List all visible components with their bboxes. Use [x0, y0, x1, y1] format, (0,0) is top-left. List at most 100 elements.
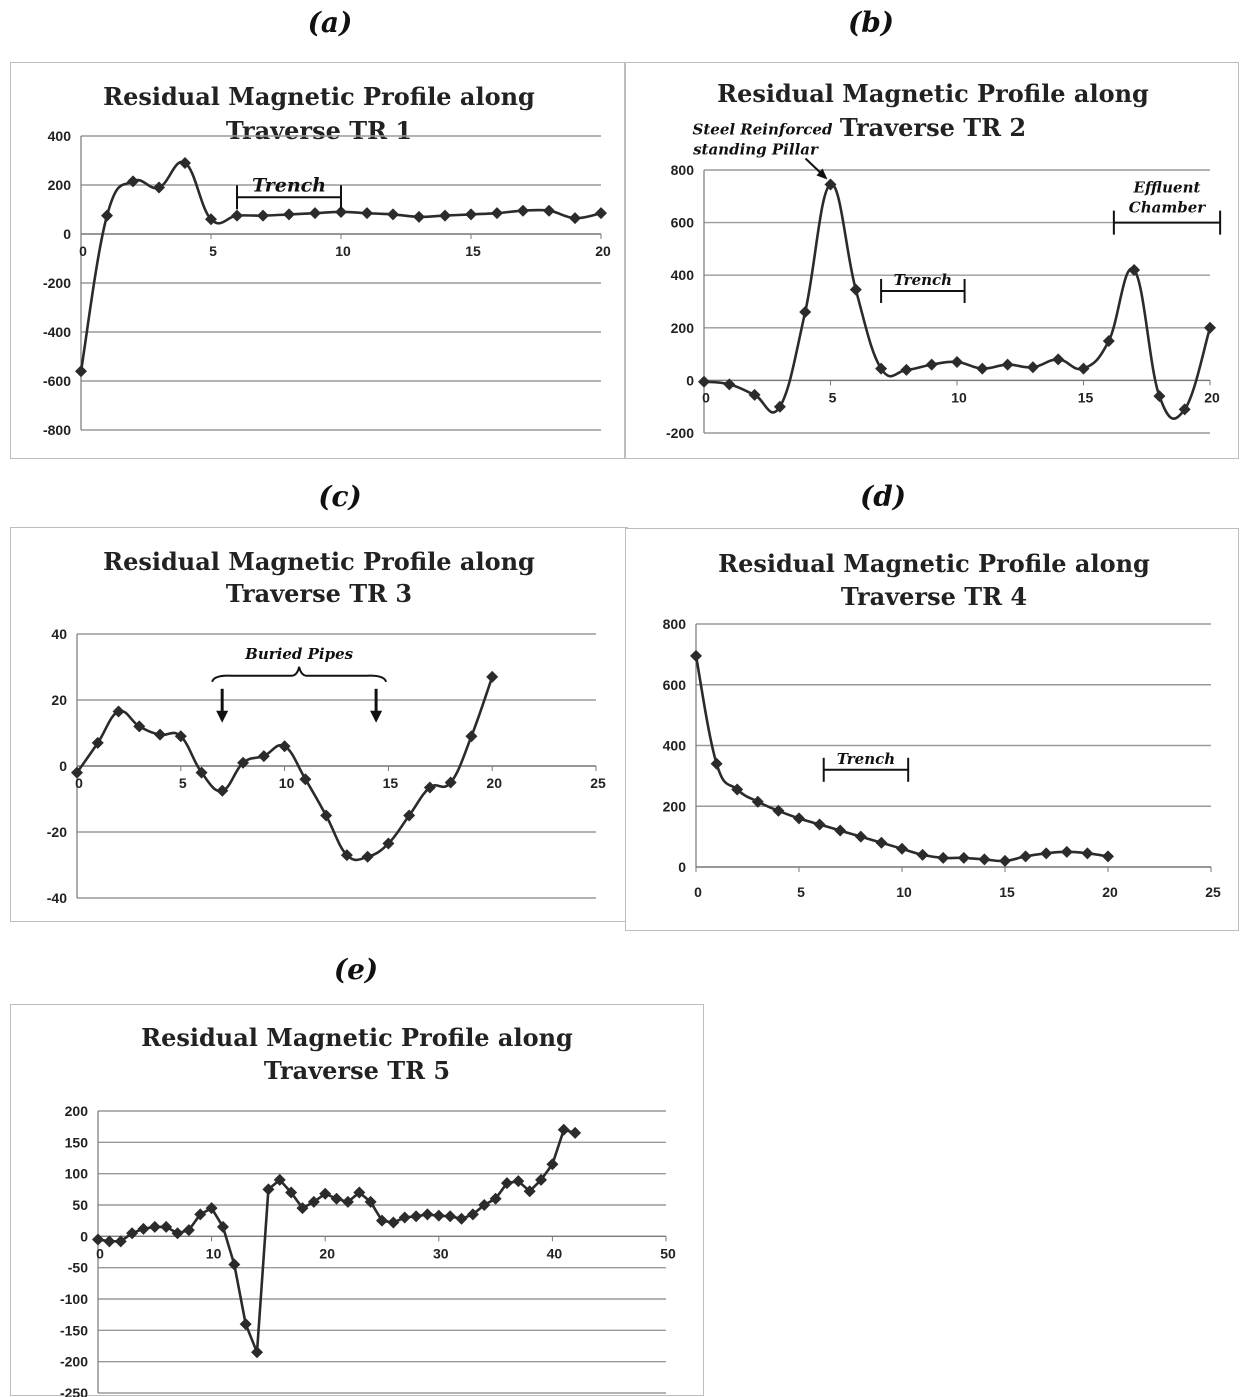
chart-title-line: Traverse TR 1: [226, 116, 412, 145]
y-tick-label: -40: [47, 890, 67, 906]
data-point-marker: [1040, 847, 1053, 860]
data-point-marker: [92, 1233, 104, 1246]
x-tick-label: 50: [660, 1245, 676, 1261]
y-tick-label: 0: [686, 372, 694, 388]
data-point-marker: [299, 773, 312, 786]
data-point-marker: [925, 358, 938, 371]
data-point-marker: [319, 1187, 332, 1200]
x-tick-label: 0: [79, 243, 87, 259]
data-point-marker: [361, 850, 374, 863]
data-point-marker: [439, 209, 451, 222]
data-point-marker: [834, 824, 847, 837]
data-point-marker: [1026, 361, 1039, 374]
data-point-marker: [595, 207, 607, 220]
panel-label-c: (c): [318, 480, 362, 513]
data-point-marker: [773, 400, 786, 413]
data-point-marker: [751, 795, 764, 808]
y-tick-label: -250: [60, 1385, 88, 1397]
chart-svg-tr5: Residual Magnetic Profile along Traverse …: [60, 1023, 676, 1397]
data-point-marker: [916, 848, 929, 861]
data-point-marker: [179, 156, 191, 169]
data-point-marker: [273, 1173, 286, 1186]
chart-panel-tr4: Residual Magnetic Profile along Traverse …: [625, 528, 1239, 931]
data-point-marker: [330, 1192, 343, 1205]
data-point-marker: [148, 1220, 161, 1233]
data-point-marker: [976, 362, 989, 375]
data-point-marker: [772, 804, 785, 817]
data-point-marker: [216, 784, 229, 797]
data-point-marker: [195, 766, 208, 779]
y-tick-label: -600: [43, 373, 71, 389]
x-tick-label: 15: [999, 884, 1015, 900]
data-point-marker: [748, 388, 761, 401]
chart-panel-tr1: Residual Magnetic Profile along Traverse …: [10, 62, 625, 459]
data-point-marker: [353, 1186, 366, 1199]
data-point-marker: [307, 1195, 320, 1208]
data-point-marker: [285, 1186, 298, 1199]
y-tick-label: 400: [663, 738, 687, 754]
chart-title-line: Residual Magnetic Profile along: [103, 547, 535, 576]
data-point-marker: [112, 705, 125, 718]
y-tick-label: 150: [65, 1134, 89, 1150]
x-tick-label: 0: [694, 884, 702, 900]
data-point-marker: [478, 1199, 491, 1211]
data-point-marker: [491, 207, 503, 220]
data-point-marker: [432, 1209, 445, 1222]
y-tick-label: 0: [63, 226, 71, 242]
y-tick-label: 100: [65, 1166, 89, 1182]
x-tick-label: 20: [319, 1245, 335, 1261]
data-point-marker: [257, 209, 269, 222]
data-point-marker: [239, 1318, 252, 1331]
data-point-marker: [444, 1210, 457, 1223]
x-tick-label: 20: [486, 775, 502, 791]
data-point-marker: [160, 1220, 173, 1233]
data-point-marker: [126, 1227, 139, 1240]
y-tick-label: -100: [60, 1291, 88, 1307]
data-point-marker: [205, 213, 217, 226]
data-point-marker: [114, 1235, 127, 1248]
x-tick-label: 0: [702, 389, 710, 405]
annotation-label: Buried Pipes: [244, 645, 353, 663]
data-point-marker: [1060, 845, 1073, 858]
x-tick-label: 25: [1205, 884, 1221, 900]
data-point-marker: [387, 1216, 400, 1229]
data-point-marker: [91, 736, 104, 749]
data-point-marker: [320, 809, 333, 822]
data-point-marker: [174, 730, 187, 743]
data-point-marker: [182, 1224, 195, 1237]
x-tick-label: 40: [547, 1245, 563, 1261]
data-point-marker: [194, 1208, 207, 1221]
x-tick-label: 15: [1078, 389, 1094, 405]
data-point-marker: [154, 728, 167, 741]
data-point-marker: [382, 837, 395, 850]
data-point-marker: [546, 1158, 559, 1171]
y-tick-label: 0: [80, 1228, 88, 1244]
y-tick-label: 200: [48, 177, 72, 193]
data-point-marker: [569, 212, 581, 225]
x-tick-label: 10: [279, 775, 295, 791]
x-tick-label: 5: [829, 389, 837, 405]
data-point-marker: [723, 378, 736, 391]
panel-label-e: (e): [333, 953, 379, 986]
data-point-marker: [486, 670, 499, 683]
chart-svg-tr4: Residual Magnetic Profile along Traverse …: [663, 549, 1221, 900]
x-tick-label: 20: [1204, 389, 1220, 405]
x-tick-label: 5: [179, 775, 187, 791]
data-point-marker: [957, 851, 970, 864]
data-point-marker: [900, 363, 913, 376]
annotation-label: Chamber: [1129, 199, 1206, 217]
panel-label-d: (d): [859, 480, 907, 513]
data-point-marker: [500, 1177, 513, 1190]
chart-title-line: Residual Magnetic Profile along: [717, 79, 1149, 108]
y-tick-label: 40: [51, 626, 67, 642]
data-point-marker: [75, 365, 87, 378]
data-point-marker: [335, 205, 347, 218]
chart-title-line: Residual Magnetic Profile along: [718, 549, 1150, 578]
y-tick-label: 800: [663, 616, 687, 632]
data-point-marker: [1102, 850, 1114, 863]
series-line: [97, 1128, 576, 1353]
x-tick-label: 15: [383, 775, 399, 791]
y-tick-label: -200: [666, 425, 694, 441]
chart-title-line: Traverse TR 4: [841, 582, 1027, 611]
data-point-marker: [364, 1195, 377, 1208]
